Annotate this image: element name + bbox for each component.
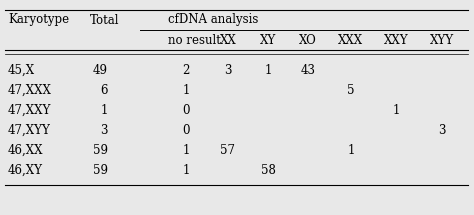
Text: 59: 59: [93, 143, 108, 157]
Text: 1: 1: [100, 103, 108, 117]
Text: 5: 5: [347, 83, 355, 97]
Text: 1: 1: [182, 143, 190, 157]
Text: 57: 57: [220, 143, 236, 157]
Text: 46,XX: 46,XX: [8, 143, 44, 157]
Text: 1: 1: [264, 63, 272, 77]
Text: Total: Total: [90, 14, 119, 26]
Text: cfDNA analysis: cfDNA analysis: [168, 14, 258, 26]
Text: 46,XY: 46,XY: [8, 163, 43, 177]
Text: 1: 1: [182, 83, 190, 97]
Text: 3: 3: [100, 123, 108, 137]
Text: 0: 0: [182, 103, 190, 117]
Text: 47,XXY: 47,XXY: [8, 103, 51, 117]
Text: 3: 3: [438, 123, 446, 137]
Text: XXX: XXX: [338, 34, 364, 46]
Text: XO: XO: [299, 34, 317, 46]
Text: Karyotype: Karyotype: [8, 14, 69, 26]
Text: 1: 1: [392, 103, 400, 117]
Text: 1: 1: [347, 143, 355, 157]
Text: 43: 43: [301, 63, 316, 77]
Text: XY: XY: [260, 34, 276, 46]
Text: 45,X: 45,X: [8, 63, 35, 77]
Text: 1: 1: [182, 163, 190, 177]
Text: 0: 0: [182, 123, 190, 137]
Text: 47,XXX: 47,XXX: [8, 83, 52, 97]
Text: XYY: XYY: [430, 34, 454, 46]
Text: 47,XYY: 47,XYY: [8, 123, 51, 137]
Text: XX: XX: [219, 34, 237, 46]
Text: 59: 59: [93, 163, 108, 177]
Text: 49: 49: [93, 63, 108, 77]
Text: 2: 2: [182, 63, 190, 77]
Text: 3: 3: [224, 63, 232, 77]
Text: 6: 6: [100, 83, 108, 97]
Text: no result: no result: [168, 34, 221, 46]
Text: 58: 58: [261, 163, 275, 177]
Text: XXY: XXY: [383, 34, 408, 46]
